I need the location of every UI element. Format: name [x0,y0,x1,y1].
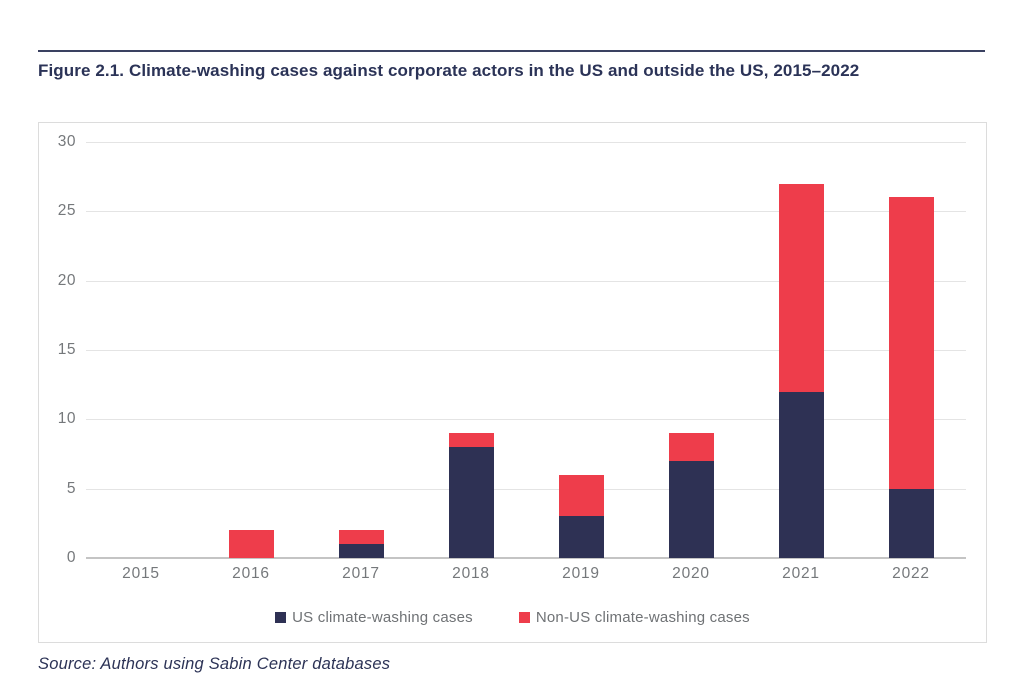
source-note: Source: Authors using Sabin Center datab… [38,655,391,673]
x-axis-labels: 2015 2016 2017 2018 2019 2020 2021 2022 [86,565,966,587]
y-tick-label: 15 [57,341,76,358]
x-tick-label-2021: 2021 [782,565,820,582]
legend-swatch-icon [518,612,530,623]
bar-segment-non-us-2020 [668,433,714,461]
gridline [86,350,966,351]
bar-segment-us-2017 [338,544,384,558]
bar-segment-us-2019 [558,516,604,558]
bar-segment-us-2022 [888,488,934,558]
gridline [86,280,966,282]
x-tick-label-2019: 2019 [562,565,600,582]
bar-segment-us-2020 [668,460,714,558]
bar-segment-non-us-2019 [558,474,604,517]
y-tick-label: 0 [66,549,76,566]
bar-segment-non-us-2016 [228,530,274,558]
gridline [86,419,966,421]
gridline [86,211,966,213]
y-tick-label: 10 [57,410,76,428]
x-tick-label-2017: 2017 [342,565,380,582]
x-tick-label-2015: 2015 [122,565,160,582]
bar-segment-non-us-2018 [448,433,494,448]
legend-item-non-us: Non-US climate-washing cases [518,609,750,626]
chart-panel: 0 5 10 15 20 25 30 2015 2016 2017 2018 2019 2020 202… [38,122,987,643]
bar-segment-non-us-2017 [338,530,384,545]
bar-segment-non-us-2021 [778,183,824,392]
bar-segment-us-2021 [778,391,824,558]
x-tick-label-2016: 2016 [232,565,270,582]
y-tick-label: 25 [57,202,76,220]
bar-segment-non-us-2022 [888,197,934,489]
y-tick-label: 30 [57,133,76,150]
y-tick-label: 20 [57,271,76,289]
chart-legend: US climate-washing cases Non-US climate-w… [39,609,986,626]
x-tick-label-2022: 2022 [892,565,930,582]
legend-item-us: US climate-washing cases [275,609,473,626]
plot-area [86,142,966,559]
figure-title: Figure 2.1. Climate-washing cases agains… [38,61,860,80]
gridline [86,488,966,490]
x-axis-line [86,557,966,559]
legend-swatch-icon [275,612,287,623]
y-axis-labels: 0 5 10 15 20 25 30 [39,133,76,566]
gridline [86,142,966,143]
top-rule [38,50,985,52]
bar-segment-us-2018 [448,447,494,558]
legend-label: US climate-washing cases [292,609,473,626]
x-tick-label-2018: 2018 [452,565,490,582]
y-tick-label: 5 [66,479,76,497]
legend-label: Non-US climate-washing cases [535,609,750,626]
x-tick-label-2020: 2020 [672,565,710,582]
